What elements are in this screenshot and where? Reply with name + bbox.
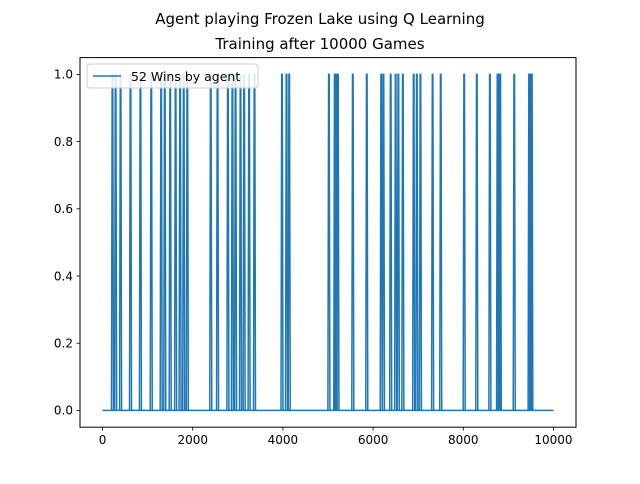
x-tick-label: 0 [99, 433, 107, 447]
win-spike [247, 73, 251, 411]
win-spike [287, 73, 291, 411]
win-spike [284, 73, 289, 411]
chart-subtitle: Training after 10000 Games [214, 35, 424, 53]
win-spike [230, 73, 235, 411]
win-spike [365, 73, 369, 411]
legend: 52 Wins by agent [86, 63, 259, 89]
win-spike [381, 73, 386, 411]
win-spike [418, 73, 423, 411]
y-tick-label: 0.0 [54, 404, 73, 418]
plot-area [102, 73, 554, 412]
legend-box [86, 63, 259, 89]
win-spike [438, 73, 443, 411]
y-tick-label: 0.2 [54, 337, 73, 351]
y-tick-label: 1.0 [54, 68, 73, 82]
win-spike [379, 73, 383, 411]
win-spike [336, 73, 340, 411]
win-spike [181, 73, 186, 411]
x-axis: 0 2000 4000 6000 8000 10000 [99, 427, 573, 447]
win-spike [233, 73, 238, 411]
axes-frame [79, 57, 577, 428]
win-spike [401, 73, 405, 411]
win-spike [159, 73, 163, 411]
win-spike [351, 73, 355, 411]
win-spike [388, 73, 393, 411]
win-spike [396, 73, 401, 411]
win-spike [530, 73, 534, 411]
win-spike [498, 73, 502, 411]
y-axis: 0.0 0.2 0.4 0.6 0.8 1.0 [54, 68, 80, 418]
win-spike [128, 73, 133, 411]
win-spike [411, 73, 416, 411]
win-spike [185, 73, 190, 411]
x-tick-label: 2000 [177, 433, 208, 447]
win-spike [178, 73, 182, 411]
y-tick-label: 0.4 [54, 269, 73, 283]
win-spike [209, 73, 213, 411]
win-spike [280, 73, 284, 411]
win-spike [163, 73, 167, 411]
win-spike [252, 73, 257, 411]
win-spike [226, 73, 230, 411]
win-spike [118, 73, 123, 411]
win-spike [512, 73, 516, 411]
win-spike [488, 73, 492, 411]
win-spike [242, 73, 246, 411]
win-spike [138, 73, 143, 411]
win-spike [168, 73, 172, 411]
y-tick-label: 0.8 [54, 135, 73, 149]
win-spike [215, 73, 220, 411]
win-spike [462, 73, 466, 411]
y-tick-label: 0.6 [54, 202, 73, 216]
win-spike [327, 73, 331, 411]
x-tick-label: 8000 [448, 433, 479, 447]
win-spike [113, 73, 118, 411]
win-spike [393, 73, 398, 411]
x-tick-label: 10000 [534, 433, 572, 447]
win-spike [415, 73, 419, 411]
win-spike [173, 73, 178, 411]
win-spike [475, 73, 479, 411]
legend-label: 52 Wins by agent [131, 69, 240, 84]
chart-title: Agent playing Frozen Lake using Q Learni… [155, 10, 485, 28]
win-spike [238, 73, 243, 411]
x-tick-label: 4000 [268, 433, 299, 447]
win-spike [149, 73, 153, 411]
x-tick-label: 6000 [358, 433, 389, 447]
win-spike [110, 73, 115, 411]
win-spike [430, 73, 435, 411]
